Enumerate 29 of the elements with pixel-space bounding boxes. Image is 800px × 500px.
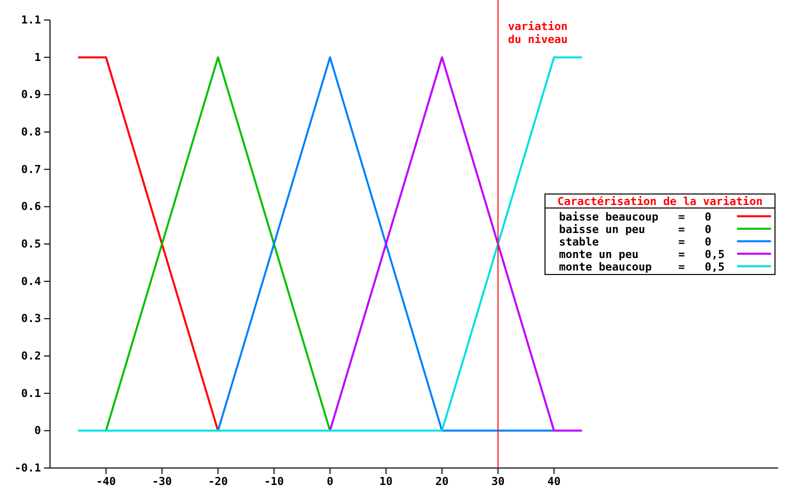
- x-tick-label: 40: [547, 474, 561, 488]
- y-tick-label: 0.9: [21, 88, 41, 102]
- x-tick-label: 10: [379, 474, 393, 488]
- legend-label: baisse beaucoup = 0: [559, 210, 712, 224]
- y-tick-label: 0: [34, 424, 41, 438]
- legend-label: monte beaucoup = 0,5: [559, 260, 725, 274]
- legend-label: baisse un peu = 0: [559, 222, 712, 236]
- y-tick-label: 0.6: [21, 200, 42, 214]
- x-tick-label: 0: [326, 474, 334, 488]
- x-tick-label: 30: [491, 474, 505, 488]
- y-tick-label: 0.8: [21, 126, 41, 139]
- x-tick-label: -20: [208, 474, 228, 488]
- legend-label: monte un peu = 0,5: [559, 248, 725, 261]
- x-tick-label: -10: [264, 474, 284, 488]
- y-tick-label: 0.4: [21, 274, 42, 288]
- x-tick-label: -40: [96, 474, 116, 488]
- y-tick-label: 0.7: [21, 162, 41, 176]
- y-tick-label: 0.5: [21, 238, 41, 251]
- y-tick-label: 1: [34, 50, 42, 64]
- legend-title: Caractérisation de la variation: [557, 195, 763, 208]
- y-tick-label: 0.1: [21, 386, 42, 400]
- ref-line-label: variation du niveau: [508, 20, 568, 46]
- y-tick-label: 0.2: [21, 350, 41, 363]
- y-tick-label: -0.1: [14, 462, 42, 475]
- x-tick-label: 20: [435, 474, 449, 488]
- legend-label: stable = 0: [559, 235, 712, 248]
- y-tick-label: 0.3: [21, 312, 41, 326]
- y-tick-label: 1.1: [21, 14, 42, 27]
- x-tick-label: -30: [152, 474, 172, 488]
